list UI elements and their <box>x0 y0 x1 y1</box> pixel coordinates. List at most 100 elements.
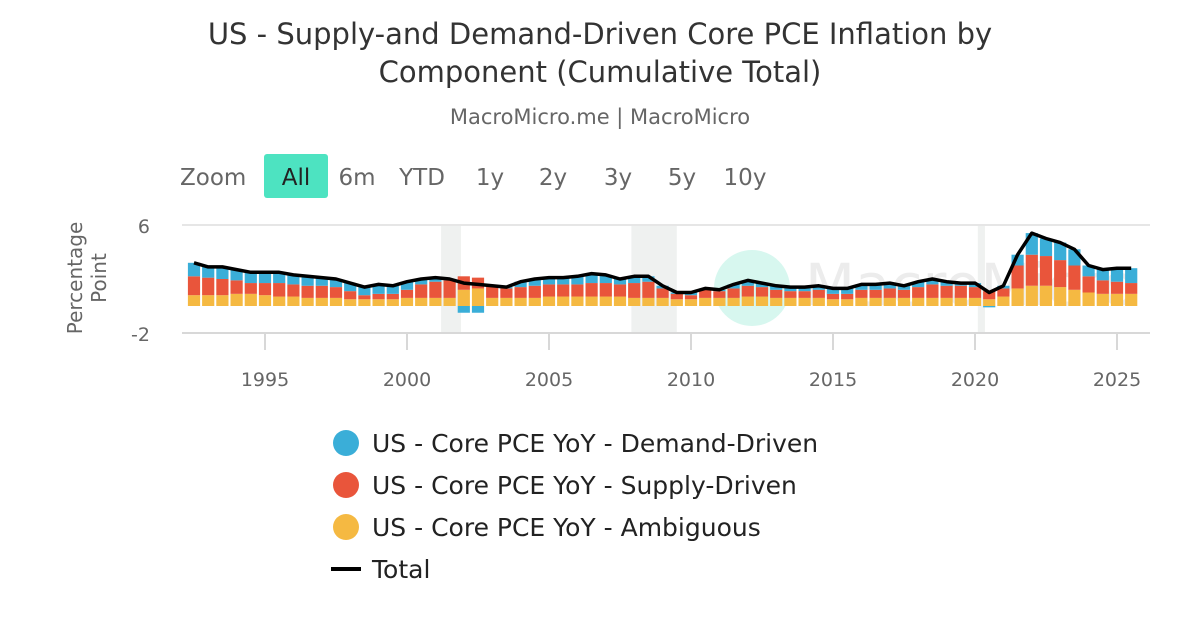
bar-ambiguous <box>471 288 485 306</box>
zoom-button-10y[interactable]: 10y <box>724 165 767 191</box>
bar-supply-driven <box>954 285 967 298</box>
bar-ambiguous <box>670 299 683 306</box>
bar-ambiguous <box>727 297 740 306</box>
zoom-button-all[interactable]: All <box>264 154 328 198</box>
bar-ambiguous <box>344 299 357 306</box>
bar-ambiguous <box>528 297 541 306</box>
bar-demand-driven <box>528 279 541 286</box>
bar-ambiguous <box>628 297 641 306</box>
legend-item-total[interactable]: Total <box>331 555 430 584</box>
bar-ambiguous <box>557 296 570 306</box>
bar-supply-driven <box>670 293 683 300</box>
bar-demand-driven <box>514 281 527 288</box>
x-tick-2020: 2020 <box>951 369 999 391</box>
bar-demand-driven <box>287 274 300 285</box>
legend-label: US - Core PCE YoY - Supply-Driven <box>372 471 797 500</box>
zoom-button-5y[interactable]: 5y <box>668 165 696 191</box>
bar-supply-driven <box>1054 260 1067 288</box>
bar-demand-driven <box>983 306 996 308</box>
zoom-button-label: 6m <box>338 165 375 191</box>
zoom-button-label: 2y <box>539 165 567 191</box>
bar-ambiguous <box>273 296 286 306</box>
bar-supply-driven <box>784 291 797 298</box>
bar-ambiguous <box>912 297 925 306</box>
bar-supply-driven <box>1011 265 1024 289</box>
bar-demand-driven <box>315 277 328 286</box>
bar-supply-driven <box>500 288 513 298</box>
bar-demand-driven <box>855 284 868 290</box>
y-tick-6: 6 <box>138 216 150 238</box>
x-axis: 1995 2000 2005 2010 2015 2020 2025 <box>241 333 1141 391</box>
bar-ambiguous <box>358 299 371 306</box>
bar-demand-driven <box>429 277 442 282</box>
legend-swatch <box>333 430 359 456</box>
bar-demand-driven <box>841 288 854 294</box>
bar-supply-driven <box>258 283 272 296</box>
bar-supply-driven <box>358 295 371 300</box>
bar-supply-driven <box>287 284 300 297</box>
y-tick--2: -2 <box>131 324 150 346</box>
zoom-button-6m[interactable]: 6m <box>338 165 375 191</box>
legend-item-ambiguous[interactable]: US - Core PCE YoY - Ambiguous <box>333 513 761 542</box>
bar-ambiguous <box>798 297 811 306</box>
zoom-button-1y[interactable]: 1y <box>476 165 504 191</box>
bar-demand-driven <box>457 306 470 313</box>
bar-ambiguous <box>713 297 726 306</box>
bar-supply-driven <box>585 283 598 297</box>
bar-ambiguous <box>968 297 982 306</box>
legend-item-demand-driven[interactable]: US - Core PCE YoY - Demand-Driven <box>333 429 818 458</box>
y-axis-title-line-2: Point <box>87 253 111 303</box>
legend-label: US - Core PCE YoY - Demand-Driven <box>372 429 818 458</box>
bar-demand-driven <box>216 266 229 279</box>
x-tick-2025: 2025 <box>1093 369 1141 391</box>
bar-demand-driven <box>329 279 343 288</box>
legend-item-supply-driven[interactable]: US - Core PCE YoY - Supply-Driven <box>333 471 797 500</box>
bar-supply-driven <box>855 289 868 298</box>
bar-demand-driven <box>642 276 655 282</box>
bar-supply-driven <box>798 291 811 298</box>
bar-demand-driven <box>358 287 371 296</box>
bar-supply-driven <box>1082 276 1095 293</box>
bar-ambiguous <box>784 297 797 306</box>
zoom-button-2y[interactable]: 2y <box>539 165 567 191</box>
bar-ambiguous <box>770 297 783 306</box>
bar-supply-driven <box>1110 281 1124 294</box>
bar-supply-driven <box>869 289 882 298</box>
bar-supply-driven <box>983 291 996 300</box>
bar-demand-driven <box>301 276 314 286</box>
bar-ambiguous <box>1039 285 1053 306</box>
bar-supply-driven <box>329 287 343 298</box>
bar-demand-driven <box>628 276 641 284</box>
bar-ambiguous <box>486 297 499 306</box>
bar-demand-driven <box>471 306 485 313</box>
bar-ambiguous <box>1082 292 1095 306</box>
zoom-button-ytd[interactable]: YTD <box>398 165 445 191</box>
bar-demand-driven <box>812 285 825 290</box>
bar-demand-driven <box>585 273 598 284</box>
x-tick-2000: 2000 <box>383 369 431 391</box>
bar-supply-driven <box>542 284 556 297</box>
bar-supply-driven <box>187 276 201 296</box>
bar-supply-driven <box>301 285 314 298</box>
bar-ambiguous <box>429 297 442 306</box>
bar-demand-driven <box>273 272 286 284</box>
bar-ambiguous <box>1025 285 1038 306</box>
bar-demand-driven <box>400 281 414 290</box>
bar-demand-driven <box>1125 268 1138 284</box>
bar-ambiguous <box>400 297 414 306</box>
bar-ambiguous <box>741 296 754 306</box>
bar-supply-driven <box>1125 283 1138 294</box>
bar-supply-driven <box>571 284 584 297</box>
bar-ambiguous <box>514 297 527 306</box>
bar-demand-driven <box>755 283 769 288</box>
bar-demand-driven <box>202 266 215 278</box>
bar-supply-driven <box>912 287 925 298</box>
y-axis-title-line-1: Percentage <box>63 222 87 335</box>
bar-ambiguous <box>699 297 712 306</box>
y-axis-title: Percentage Point <box>63 222 111 335</box>
zoom-button-3y[interactable]: 3y <box>604 165 632 191</box>
bar-supply-driven <box>1025 254 1038 286</box>
bar-ambiguous <box>585 296 598 306</box>
bar-demand-driven <box>557 277 570 285</box>
